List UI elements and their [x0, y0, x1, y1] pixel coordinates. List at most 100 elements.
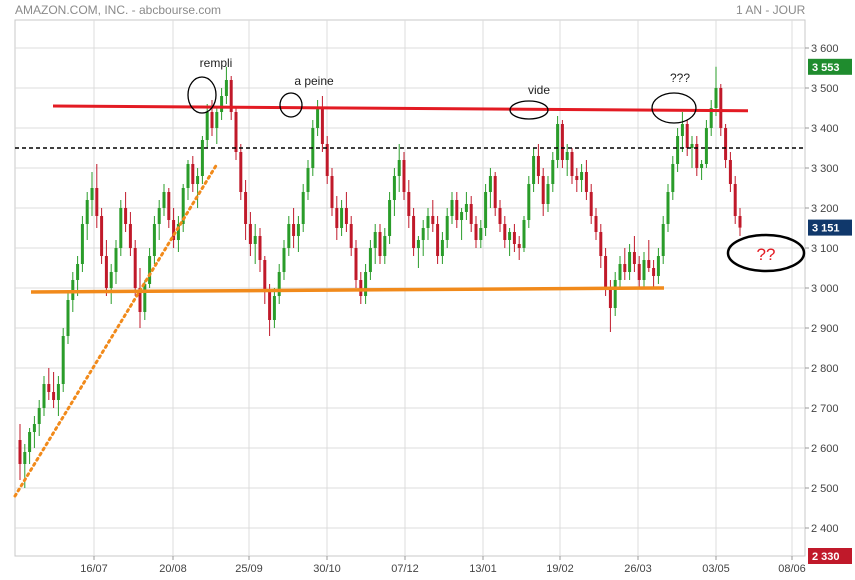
candle-body: [364, 272, 368, 296]
annotations: rempli a peine vide?????: [187, 56, 806, 273]
candle-body: [632, 252, 636, 264]
candle-body: [95, 188, 99, 216]
annotation-ellipse: [279, 92, 303, 118]
candle-body: [695, 144, 699, 168]
annotation-label: ???: [670, 71, 690, 85]
y-tick-label: 2 600: [811, 443, 839, 455]
candle-body: [512, 232, 516, 244]
candle-body: [205, 112, 209, 140]
candle-body: [56, 384, 60, 400]
candle-body: [536, 156, 540, 176]
candle-body: [541, 176, 545, 204]
candle-body: [37, 408, 41, 424]
x-tick-label: 25/09: [235, 563, 263, 575]
candle-body: [80, 224, 84, 264]
candle-body: [613, 280, 617, 308]
y-tick-label: 2 900: [811, 323, 839, 335]
y-tick-label: 2 700: [811, 403, 839, 415]
candle-body: [680, 124, 684, 136]
candle-body: [479, 228, 483, 240]
candle-body: [229, 80, 233, 112]
candle-body: [114, 248, 118, 272]
candle-body: [488, 176, 492, 192]
candle-body: [493, 176, 497, 208]
candle-body: [383, 236, 387, 256]
annotation-ellipse: [651, 92, 697, 124]
candle-body: [618, 264, 622, 280]
x-tick-label: 16/07: [80, 563, 108, 575]
x-tick-label: 20/08: [159, 563, 187, 575]
annotation-label: vide: [528, 83, 550, 97]
candle-body: [416, 240, 420, 248]
candle-body: [272, 296, 276, 320]
candle-body: [138, 288, 142, 312]
candle-body: [498, 208, 502, 224]
price-badge-label: 2 330: [812, 551, 840, 563]
candle-body: [656, 256, 660, 276]
candle-body: [301, 192, 305, 224]
y-tick-label: 2 400: [811, 523, 839, 535]
candle-body: [565, 152, 569, 160]
candle-body: [642, 260, 646, 280]
candle-body: [282, 248, 286, 272]
price-badge: [808, 58, 852, 75]
candle-body: [527, 184, 531, 220]
candle-body: [316, 108, 320, 128]
candle-body: [200, 140, 204, 176]
candle-body: [450, 200, 454, 216]
candle-body: [738, 216, 742, 228]
candle-body: [608, 288, 612, 308]
candle-body: [42, 384, 46, 408]
trend-lines: [13, 104, 805, 498]
candle-body: [263, 260, 267, 292]
candle-body: [647, 260, 651, 268]
candle-body: [191, 164, 195, 184]
candle-body: [388, 200, 392, 236]
candle-body: [100, 216, 104, 256]
candle-body: [90, 188, 94, 200]
candle-body: [292, 224, 296, 236]
candle-body: [248, 224, 252, 244]
annotation-label: rempli: [200, 56, 233, 70]
candle-body: [474, 224, 478, 240]
candle-body: [162, 192, 166, 208]
candle-body: [704, 128, 708, 164]
y-tick-label: 3 200: [811, 203, 839, 215]
resistance-line: [52, 104, 749, 113]
candle-body: [412, 216, 416, 248]
candle-body: [676, 136, 680, 164]
y-axis-labels: 2 400 2 500 2 600 2 700 2 800 2 900 3 000 3 100…: [811, 43, 839, 535]
candle-body: [421, 228, 425, 240]
y-tick-label: 3 500: [811, 83, 839, 95]
candle-body: [714, 88, 718, 108]
candle-body: [157, 208, 161, 224]
candle-body: [340, 208, 344, 228]
annotation-label: a peine: [294, 74, 334, 88]
x-tick-label: 19/02: [546, 563, 574, 575]
candle-body: [287, 224, 291, 248]
candle-body: [431, 216, 435, 224]
candle-body: [244, 192, 248, 224]
y-tick-label: 3 000: [811, 283, 839, 295]
y-tick-label: 2 800: [811, 363, 839, 375]
candle-body: [733, 184, 737, 216]
candle-body: [445, 216, 449, 240]
candle-body: [47, 384, 51, 392]
candle-body: [551, 160, 555, 184]
candle-body: [148, 256, 152, 284]
candle-body: [23, 452, 27, 464]
candle-body: [220, 96, 224, 112]
candle-body: [239, 152, 243, 192]
candle-body: [719, 88, 723, 128]
chart-period: 1 AN - JOUR: [736, 3, 806, 17]
candle-body: [359, 280, 363, 296]
x-tick-label: 08/06: [778, 563, 806, 575]
candle-body: [556, 124, 560, 160]
candle-body: [378, 232, 382, 256]
candle-body: [186, 164, 190, 188]
candle-body: [215, 112, 219, 128]
candle-body: [176, 224, 180, 240]
candle-body: [85, 200, 89, 224]
candle-body: [320, 108, 324, 144]
